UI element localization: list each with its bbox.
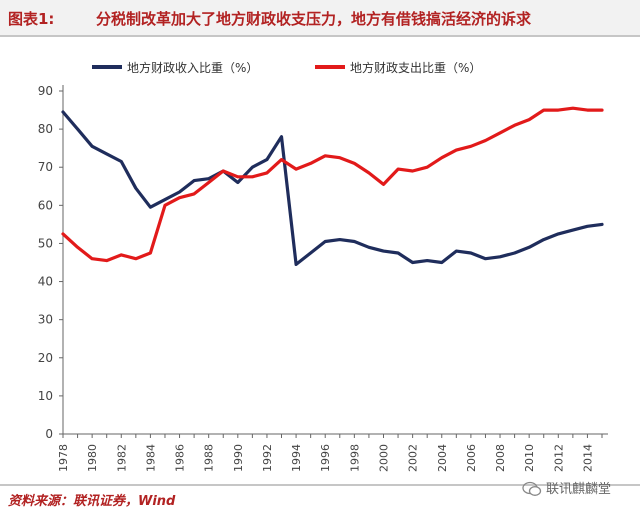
y-tick-label: 20 [38,351,53,365]
y-tick-label: 90 [38,84,53,98]
x-tick-label: 2006 [465,444,478,472]
y-tick-label: 10 [38,389,53,403]
revenue-share-line [61,110,604,266]
x-tick-label: 2010 [523,444,536,472]
x-tick-label: 2004 [436,444,449,472]
bottom-rule [0,484,640,486]
x-tick-label: 1998 [348,444,361,472]
title-bar: 图表1: 分税制改革加大了地方财政收支压力，地方有借钱搞活经济的诉求 [0,0,640,37]
x-tick-label: 2000 [377,444,390,472]
x-tick-label: 2012 [552,444,565,472]
legend: 地方财政收入比重（%） 地方财政支出比重（%） [92,60,481,75]
legend-label-expenditure: 地方财政支出比重（%） [350,60,481,75]
watermark: 联讯麒麟堂 [522,478,611,497]
y-tick-label: 30 [38,313,53,327]
x-tick-label: 1984 [144,444,157,472]
legend-label-revenue: 地方财政收入比重（%） [127,60,258,75]
x-tick-label: 1996 [319,444,332,472]
y-tick-label: 0 [45,427,53,441]
x-tick-label: 2008 [494,444,507,472]
x-tick-label: 1988 [203,444,216,472]
watermark-text: 联讯麒麟堂 [546,482,612,497]
y-tick-label: 40 [38,275,53,289]
x-axis: 1978 1980 1982 1984 1986 1988 1990 1992 1994 1996… [57,433,608,472]
x-tick-label: 1990 [232,444,245,472]
y-tick-label: 50 [38,236,53,250]
x-tick-label: 2002 [407,444,420,472]
x-tick-label: 1980 [86,444,99,472]
x-tick-label: 1994 [290,444,303,472]
expenditure-share-line [61,106,604,263]
line-chart: 地方财政收入比重（%） 地方财政支出比重（%） 0 10 20 30 40 50 60 70 8… [38,60,608,472]
y-axis: 0 10 20 30 40 50 60 70 80 90 [38,84,64,441]
x-tick-label: 1992 [261,444,274,472]
chart-title: 分税制改革加大了地方财政收支压力，地方有借钱搞活经济的诉求 [96,10,532,28]
figure-label: 图表1: [8,10,55,28]
source-note: 资料来源：联讯证券，Wind [8,494,176,509]
series-layer [61,106,604,266]
x-tick-label: 2014 [581,444,594,472]
x-tick-label: 1982 [115,444,128,472]
x-tick-label: 1986 [174,444,187,472]
y-tick-label: 80 [38,122,53,136]
y-tick-label: 70 [38,160,53,174]
x-tick-label: 1978 [57,444,70,472]
wechat-icon [522,481,542,496]
y-tick-label: 60 [38,198,53,212]
